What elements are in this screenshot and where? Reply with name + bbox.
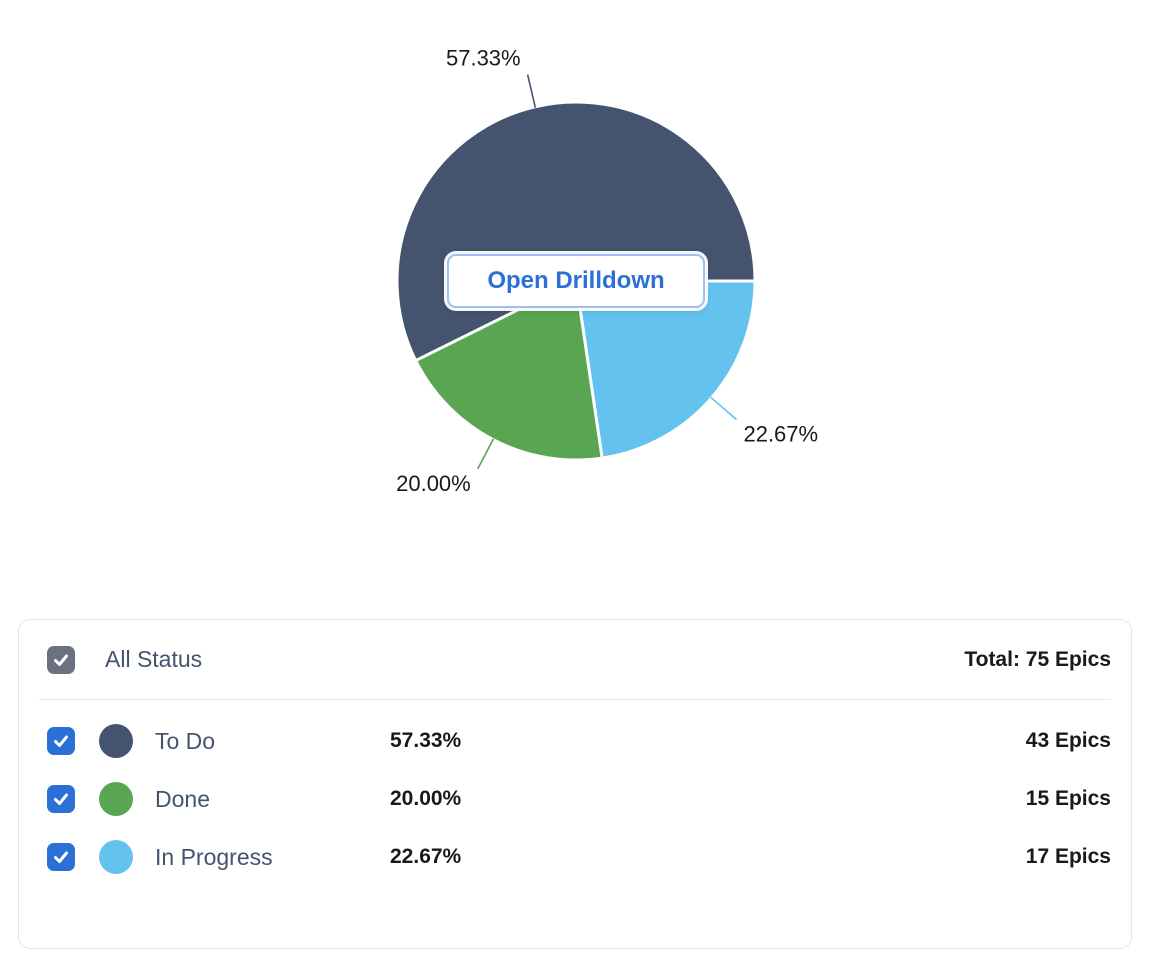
done-percentage: 20.00% bbox=[390, 787, 462, 810]
in-progress-percentage: 22.67% bbox=[390, 845, 462, 868]
to-do-color-swatch bbox=[99, 724, 133, 758]
in-progress-label: In Progress bbox=[155, 843, 273, 870]
leader-line-to-do bbox=[526, 74, 537, 108]
checkmark-icon bbox=[54, 851, 68, 863]
leader-line-done bbox=[477, 438, 495, 470]
in-progress-color-swatch bbox=[99, 840, 133, 874]
header-divider bbox=[39, 699, 1111, 700]
pie-chart-svg: 22.67% 20.00% 57.33% bbox=[395, 46, 818, 496]
pie-slice-percentage-done: 20.00% bbox=[396, 471, 471, 496]
done-checkbox[interactable] bbox=[47, 785, 75, 813]
all-status-checkbox[interactable] bbox=[47, 645, 75, 674]
checkmark-icon bbox=[54, 735, 68, 747]
to-do-percentage: 57.33% bbox=[390, 729, 462, 752]
legend-row-done: Done 20.00% 15 Epics bbox=[47, 770, 1111, 828]
checkmark-icon bbox=[54, 654, 68, 666]
legend-rows: To Do 57.33% 43 Epics Done 20.00% 15 Epi… bbox=[19, 700, 1131, 886]
pie-slice-percentage-in-progress: 22.67% bbox=[743, 422, 818, 447]
pie-slice-percentage-to-do: 57.33% bbox=[446, 46, 521, 71]
legend-card: All Status Total: 75 Epics To Do 57.33% … bbox=[18, 619, 1132, 949]
all-status-label: All Status bbox=[105, 646, 203, 672]
leader-line-in-progress bbox=[710, 396, 737, 421]
done-count: 15 Epics bbox=[1025, 787, 1111, 810]
in-progress-checkbox[interactable] bbox=[47, 843, 75, 871]
legend-row-to-do: To Do 57.33% 43 Epics bbox=[47, 712, 1111, 770]
to-do-label: To Do bbox=[155, 727, 216, 754]
pie-chart: 22.67% 20.00% 57.33% Open Drilldown bbox=[395, 46, 818, 496]
done-label: Done bbox=[155, 785, 210, 812]
in-progress-count: 17 Epics bbox=[1025, 845, 1111, 868]
checkmark-icon bbox=[54, 793, 68, 805]
done-color-swatch bbox=[99, 782, 133, 816]
legend-header-row: All Status Total: 75 Epics bbox=[19, 620, 1131, 699]
to-do-checkbox[interactable] bbox=[47, 727, 75, 755]
legend-row-in-progress: In Progress 22.67% 17 Epics bbox=[47, 828, 1111, 886]
to-do-count: 43 Epics bbox=[1025, 729, 1111, 752]
open-drilldown-button[interactable]: Open Drilldown bbox=[447, 254, 705, 308]
total-epics-label: Total: 75 Epics bbox=[964, 647, 1111, 671]
